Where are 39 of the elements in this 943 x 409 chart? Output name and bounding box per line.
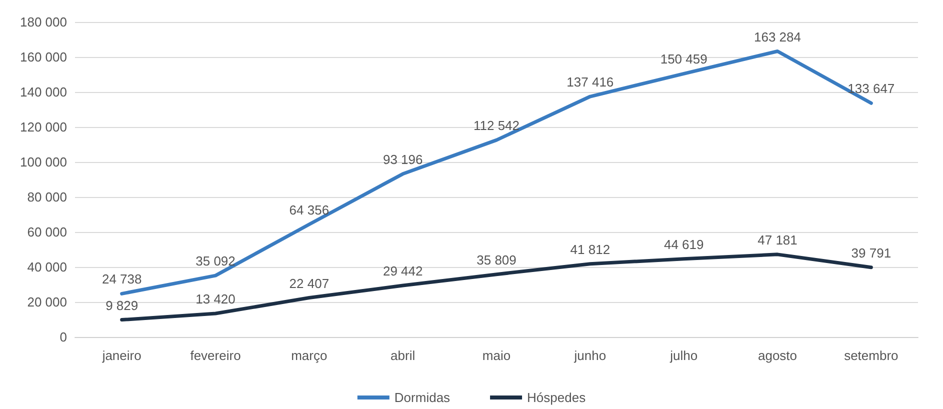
x-tick-label: março	[291, 348, 328, 363]
data-label: 29 442	[382, 263, 423, 278]
y-tick-label: 180 000	[20, 14, 67, 30]
x-tick-label: julho	[669, 348, 698, 363]
y-tick-label: 100 000	[20, 154, 67, 170]
x-tick-label: maio	[482, 348, 511, 363]
data-label: 13 420	[196, 292, 236, 307]
data-label: 163 284	[754, 29, 801, 44]
y-tick-label: 40 000	[27, 260, 67, 274]
data-label: 35 809	[476, 252, 516, 268]
x-tick-label: setembro	[844, 348, 898, 363]
data-label: 112 542	[473, 118, 520, 134]
data-label: 41 812	[570, 242, 610, 257]
data-label: 133 647	[848, 81, 895, 96]
data-label: 39 791	[851, 245, 892, 260]
legend-label: Dormidas	[394, 390, 451, 405]
y-tick-label: 120 000	[20, 120, 67, 134]
data-label: 93 196	[382, 152, 423, 167]
x-tick-label: abril	[390, 348, 416, 363]
data-label: 150 459	[660, 52, 708, 67]
x-tick-label: junho	[573, 348, 606, 363]
data-label: 44 619	[664, 236, 704, 252]
data-label: 35 092	[196, 254, 236, 269]
data-label: 24 738	[102, 272, 142, 287]
legend-label: Hóspedes	[527, 390, 586, 405]
y-tick-label: 140 000	[20, 84, 67, 100]
y-tick-label: 20 000	[27, 294, 67, 310]
y-tick-label: 160 000	[20, 50, 67, 64]
x-tick-label: janeiro	[101, 348, 142, 363]
x-tick-label: fevereiro	[190, 348, 241, 363]
data-label: 47 181	[758, 232, 798, 248]
data-label: 137 416	[566, 74, 614, 90]
y-tick-label: 80 000	[27, 190, 67, 204]
data-label: 22 407	[289, 276, 330, 291]
x-tick-label: agosto	[758, 348, 798, 363]
data-label: 9 829	[106, 298, 138, 313]
y-tick-label: 0	[60, 330, 67, 344]
y-tick-label: 60 000	[27, 224, 67, 240]
data-label: 64 356	[289, 202, 330, 218]
